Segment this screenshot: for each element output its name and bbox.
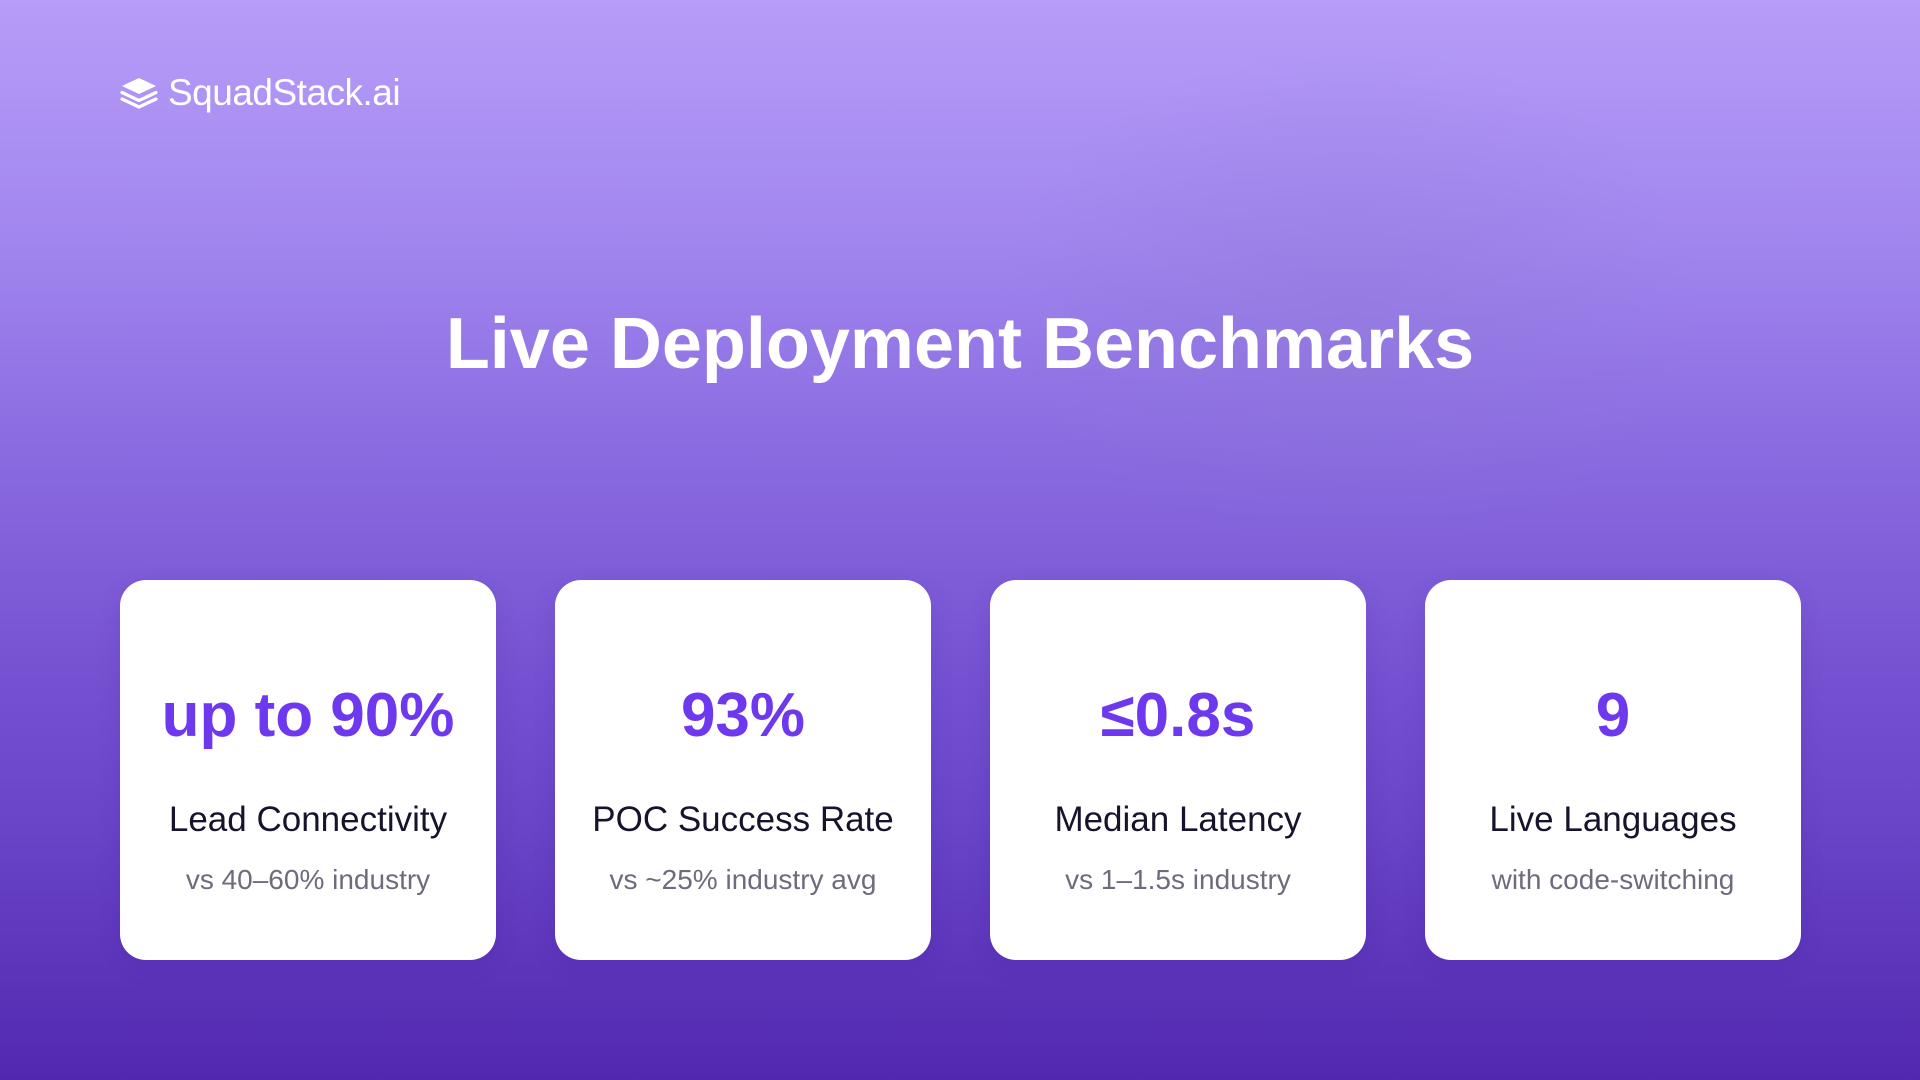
- card-label: POC Success Rate: [592, 800, 894, 839]
- card-subtext: vs 1–1.5s industry: [1065, 864, 1291, 895]
- benchmark-cards: up to 90% Lead Connectivity vs 40–60% in…: [120, 580, 1801, 960]
- card-value: ≤0.8s: [1100, 681, 1256, 750]
- card-label: Lead Connectivity: [168, 800, 448, 839]
- stacked-layers-icon: [120, 78, 158, 109]
- card-subtext: with code-switching: [1491, 864, 1735, 895]
- card-label: Median Latency: [1054, 800, 1302, 839]
- benchmark-card-lead-connectivity: up to 90% Lead Connectivity vs 40–60% in…: [120, 580, 496, 960]
- card-subtext: vs ~25% industry avg: [609, 864, 877, 895]
- page-title: Live Deployment Benchmarks: [445, 304, 1475, 384]
- brand-logo: SquadStack.ai: [118, 72, 401, 114]
- card-value: 9: [1595, 681, 1631, 750]
- card-subtext: vs 40–60% industry: [185, 864, 431, 895]
- card-value: up to 90%: [161, 681, 455, 750]
- card-value: 93%: [680, 681, 806, 750]
- benchmark-card-median-latency: ≤0.8s Median Latency vs 1–1.5s industry: [990, 580, 1366, 960]
- card-label: Live Languages: [1489, 800, 1737, 839]
- benchmark-card-poc-success-rate: 93% POC Success Rate vs ~25% industry av…: [555, 580, 931, 960]
- benchmark-card-live-languages: 9 Live Languages with code-switching: [1425, 580, 1801, 960]
- background-glow: [1000, 40, 1700, 560]
- brand-name: SquadStack.ai: [168, 72, 401, 113]
